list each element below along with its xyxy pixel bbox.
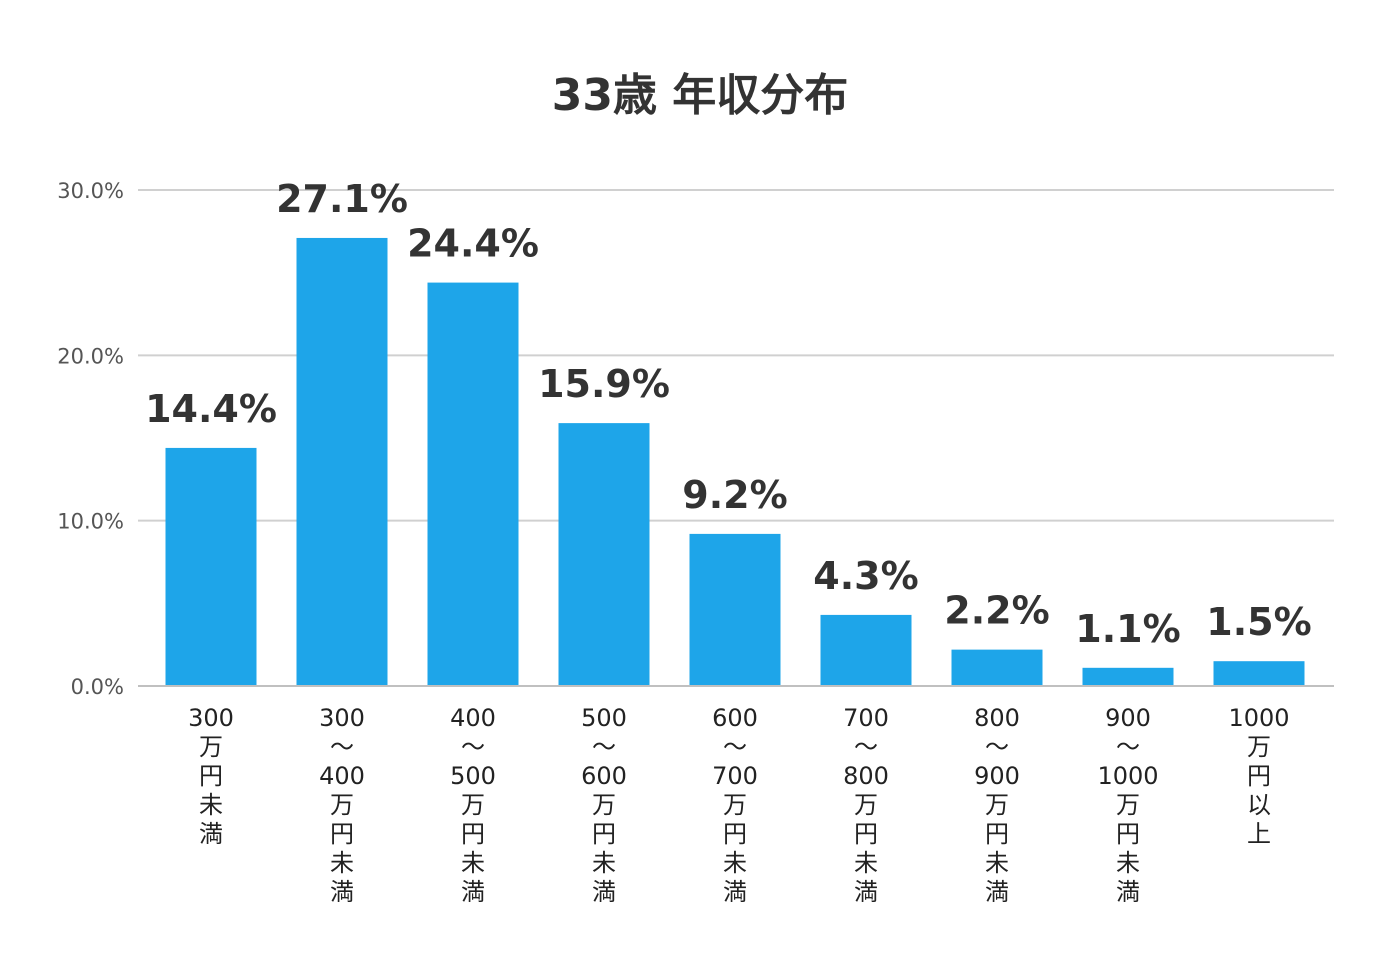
category-label: 300 万円未満	[188, 704, 234, 848]
category-label-line: 未	[461, 849, 485, 877]
y-tick-label: 10.0%	[57, 510, 124, 534]
category-label-line: 900	[974, 762, 1020, 790]
category-label-line: 未	[592, 849, 616, 877]
value-label: 24.4%	[407, 222, 539, 266]
category-label-line: 500	[450, 762, 496, 790]
category-label-line: 万	[1116, 791, 1140, 819]
category-label-line: 満	[330, 878, 354, 906]
category-label-line: 円	[985, 820, 1009, 848]
category-label-line: 万	[592, 791, 616, 819]
value-label: 27.1%	[276, 177, 408, 221]
category-label: 400 ～ 500 万円未満	[450, 704, 496, 906]
category-label-line: ～	[985, 733, 1009, 761]
category-label-line: 500	[581, 704, 627, 732]
category-label: 500 ～ 600 万円未満	[581, 704, 627, 906]
bar	[1213, 661, 1305, 686]
category-label-line: 未	[199, 791, 223, 819]
category-label-line: 万	[854, 791, 878, 819]
category-label-line: 円	[461, 820, 485, 848]
category-label-line: 未	[854, 849, 878, 877]
category-label-line: 満	[985, 878, 1009, 906]
value-label: 9.2%	[682, 473, 787, 517]
chart-title: 33歳 年収分布	[552, 70, 849, 121]
y-tick-label: 0.0%	[71, 675, 124, 699]
category-label-line: 円	[199, 762, 223, 790]
bar	[427, 282, 519, 686]
category-label-line: 満	[199, 820, 223, 848]
value-label: 1.1%	[1075, 607, 1180, 651]
category-label-line: 800	[974, 704, 1020, 732]
bar	[820, 614, 912, 686]
category-label-line: 円	[1116, 820, 1140, 848]
category-label-line: 以	[1247, 791, 1271, 819]
category-label-line: 800	[843, 762, 889, 790]
category-label-line: 400	[450, 704, 496, 732]
category-label-line: 600	[712, 704, 758, 732]
category-label-line: 万	[723, 791, 747, 819]
y-axis-ticks: 0.0% 10.0% 20.0% 30.0%	[57, 179, 124, 699]
category-label-line: 1000	[1097, 762, 1158, 790]
category-label-line: 未	[330, 849, 354, 877]
bar	[1082, 667, 1174, 686]
value-labels: 14.4% 27.1%24.4% 15.9% 9.2% 4.3% 2.2% 1.1% 1.5%	[145, 177, 1312, 651]
category-label-line: 満	[1116, 878, 1140, 906]
bar	[951, 649, 1043, 686]
category-label-line: 未	[985, 849, 1009, 877]
category-label-line: 万	[985, 791, 1009, 819]
bars	[165, 237, 1305, 687]
value-label: 1.5%	[1206, 600, 1311, 644]
bar	[296, 237, 388, 687]
category-label: 800 ～ 900 万円未満	[974, 704, 1020, 906]
category-label-line: 300	[188, 704, 234, 732]
category-label-line: 600	[581, 762, 627, 790]
category-label: 700 ～ 800 万円未満	[843, 704, 889, 906]
category-label-line: ～	[854, 733, 878, 761]
category-label: 300 ～ 400 万円未満	[319, 704, 365, 906]
category-label-line: 900	[1105, 704, 1151, 732]
category-label: 1000 万円以上	[1228, 704, 1289, 848]
value-label: 4.3%	[813, 554, 918, 598]
category-label-line: 万	[1247, 733, 1271, 761]
category-label-line: 未	[1116, 849, 1140, 877]
value-label: 15.9%	[538, 362, 670, 406]
category-label-line: 万	[199, 733, 223, 761]
category-label-line: 上	[1247, 820, 1271, 848]
y-tick-label: 30.0%	[57, 179, 124, 203]
category-label-line: 満	[592, 878, 616, 906]
category-label-line: 700	[712, 762, 758, 790]
category-label-line: 300	[319, 704, 365, 732]
value-label: 2.2%	[944, 589, 1049, 633]
category-label-line: 円	[723, 820, 747, 848]
category-label-line: 未	[723, 849, 747, 877]
bar	[689, 533, 781, 686]
category-label: 900 ～ 1000 万円未満	[1097, 704, 1158, 906]
bar	[558, 423, 650, 686]
category-label-line: 400	[319, 762, 365, 790]
category-label-line: ～	[723, 733, 747, 761]
y-tick-label: 20.0%	[57, 344, 124, 368]
category-label-line: 円	[1247, 762, 1271, 790]
category-label-line: 万	[461, 791, 485, 819]
category-label-line: 700	[843, 704, 889, 732]
category-label-line: 満	[461, 878, 485, 906]
category-label-line: 満	[854, 878, 878, 906]
bar	[165, 447, 257, 686]
category-label-line: 円	[854, 820, 878, 848]
value-label: 14.4%	[145, 387, 277, 431]
category-label-line: 円	[592, 820, 616, 848]
category-label-line: 1000	[1228, 704, 1289, 732]
category-label-line: 万	[330, 791, 354, 819]
category-label-line: 満	[723, 878, 747, 906]
category-label: 600 ～ 700 万円未満	[712, 704, 758, 906]
category-label-line: ～	[461, 733, 485, 761]
category-label-line: ～	[330, 733, 354, 761]
category-label-line: ～	[592, 733, 616, 761]
category-label-line: ～	[1116, 733, 1140, 761]
category-label-line: 円	[330, 820, 354, 848]
